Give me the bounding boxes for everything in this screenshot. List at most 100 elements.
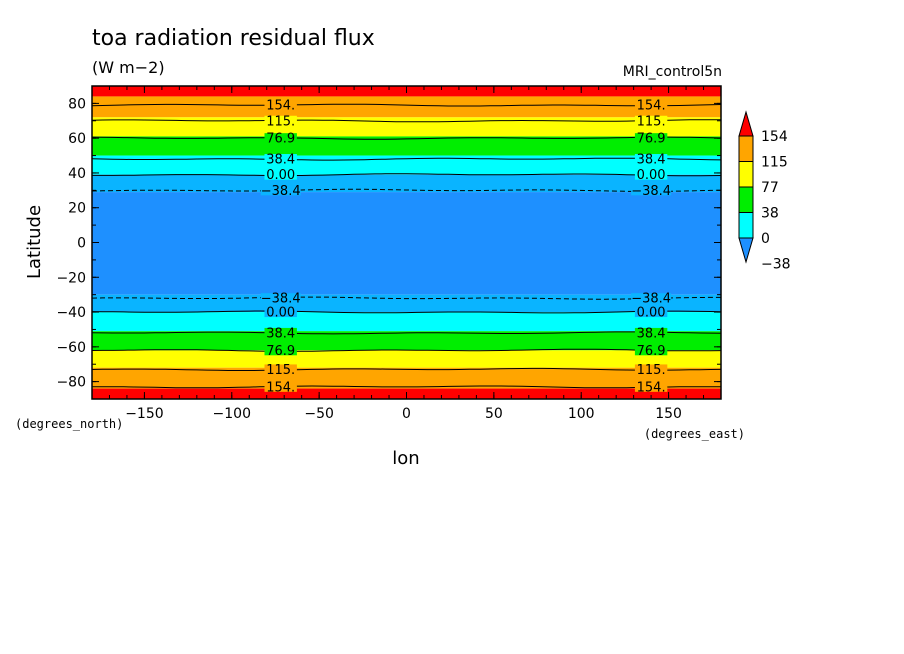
colorbar-label-4: 0 <box>761 231 770 247</box>
colorbar-bottom-arrow <box>738 237 754 264</box>
contour-label-bg <box>634 345 668 356</box>
y-tick-label-3: 20 <box>68 201 86 217</box>
contour-label-3-1: 38.4 <box>637 153 666 168</box>
contour-line-8 <box>91 331 722 335</box>
contour-label-0-0: 154. <box>266 99 295 114</box>
colorbar-label-5: −38 <box>761 257 791 273</box>
y-tick-label-8: −80 <box>56 375 86 391</box>
band-1 <box>92 96 721 118</box>
contour-label-bg <box>260 185 301 196</box>
x-axis: −150 −100 −50 0 50 100 150 <box>108 86 705 422</box>
band-7 <box>92 294 721 313</box>
x-axis-label: lon <box>392 448 419 469</box>
contour-line-5 <box>91 188 722 192</box>
contour-label-bg <box>264 115 297 126</box>
y-units-label: (degrees_north) <box>15 417 123 431</box>
contour-line-6 <box>91 296 721 300</box>
x-tick-label-1: −100 <box>213 406 251 422</box>
filled-bands <box>92 86 721 399</box>
contour-line-0 <box>91 103 722 107</box>
colorbar-segment-4 <box>738 135 754 162</box>
colorbar-label-2: 77 <box>761 180 779 196</box>
colorbar-segment-1 <box>738 212 754 239</box>
dataset-label: MRI_control5n <box>623 64 722 80</box>
y-axis-label: Latitude <box>24 205 45 279</box>
y-tick-label-6: −40 <box>56 305 86 321</box>
contour-label-9-0: 76.9 <box>266 344 295 359</box>
contour-label-7-1: 0.00 <box>637 306 666 321</box>
contour-label-bg <box>264 307 297 318</box>
contour-line-7 <box>91 310 722 314</box>
contour-label-bg <box>634 381 668 392</box>
contour-label-bg <box>264 154 297 165</box>
contour-line-2 <box>91 136 722 140</box>
contour-label-bg <box>634 364 668 375</box>
contour-line-11 <box>92 385 722 389</box>
contour-label-1-1: 115. <box>637 114 666 129</box>
contour-label-7-0: 0.00 <box>266 306 295 321</box>
contour-label-1-0: 115. <box>266 114 295 129</box>
contour-label-bg <box>264 169 297 180</box>
colorbar-segment-2 <box>738 186 754 213</box>
contour-labels: 154. 154.115. 115.76.9 76.938.4 38.40.00 0.00… <box>260 99 672 395</box>
contour-label-bg <box>634 307 668 318</box>
contour-label-3-0: 38.4 <box>266 153 295 168</box>
contour-label-bg <box>264 381 297 392</box>
contour-label-bg <box>631 185 672 196</box>
contour-label-11-0: 154. <box>266 380 295 395</box>
contour-label-bg <box>260 293 301 304</box>
contour-line-3 <box>91 157 722 161</box>
contour-label-2-0: 76.9 <box>266 132 295 147</box>
contour-label-9-1: 76.9 <box>637 344 666 359</box>
contour-label-bg <box>264 133 297 144</box>
band-9 <box>92 331 721 351</box>
contour-label-8-0: 38.4 <box>266 326 295 341</box>
x-tick-label-0: −150 <box>125 406 163 422</box>
chart-title: toa radiation residual flux <box>92 26 375 51</box>
contour-label-bg <box>264 364 297 375</box>
contour-label-bg <box>264 345 297 356</box>
contour-label-5-1: −38.4 <box>631 184 671 199</box>
contour-label-bg <box>634 100 668 111</box>
band-10 <box>92 350 721 368</box>
contour-label-6-1: −38.4 <box>631 292 671 307</box>
contour-label-10-1: 115. <box>637 363 666 378</box>
contour-line-10 <box>91 367 722 371</box>
colorbar-label-3: 38 <box>761 206 779 222</box>
y-tick-label-1: 60 <box>68 131 86 147</box>
contour-lines <box>91 103 722 389</box>
chart-units: (W m−2) <box>92 58 165 77</box>
band-3 <box>92 136 721 156</box>
band-5 <box>92 174 721 193</box>
band-2 <box>92 117 721 137</box>
y-tick-label-0: 80 <box>68 96 86 112</box>
colorbar-label-0: 154 <box>761 129 788 145</box>
colorbar-top-arrow <box>738 110 754 137</box>
contour-label-bg <box>634 133 668 144</box>
band-4 <box>92 155 721 175</box>
x-tick-label-6: 150 <box>655 406 682 422</box>
y-axis: 80 60 40 20 0 −20 −40 −60 −80 <box>56 85 721 400</box>
x-tick-label-2: −50 <box>304 406 334 422</box>
band-11 <box>92 367 721 389</box>
colorbar: 154 115 77 38 0 −38 <box>738 110 791 273</box>
band-6 <box>92 192 721 295</box>
contour-label-bg <box>264 100 297 111</box>
contour-label-4-0: 0.00 <box>266 168 295 183</box>
contour-label-bg <box>631 293 672 304</box>
contour-label-bg <box>264 327 297 338</box>
contour-line-1 <box>91 119 721 123</box>
band-8 <box>92 312 721 332</box>
contour-label-0-1: 154. <box>637 99 666 114</box>
x-units-label: (degrees_east) <box>644 427 745 441</box>
x-tick-label-4: 50 <box>485 406 503 422</box>
contour-label-11-1: 154. <box>637 380 666 395</box>
y-tick-label-7: −60 <box>56 340 86 356</box>
contour-label-bg <box>634 169 668 180</box>
contour-line-4 <box>92 173 722 177</box>
contour-label-2-1: 76.9 <box>637 132 666 147</box>
contour-label-bg <box>634 154 668 165</box>
y-tick-label-4: 0 <box>77 236 86 252</box>
contour-label-6-0: −38.4 <box>261 292 301 307</box>
